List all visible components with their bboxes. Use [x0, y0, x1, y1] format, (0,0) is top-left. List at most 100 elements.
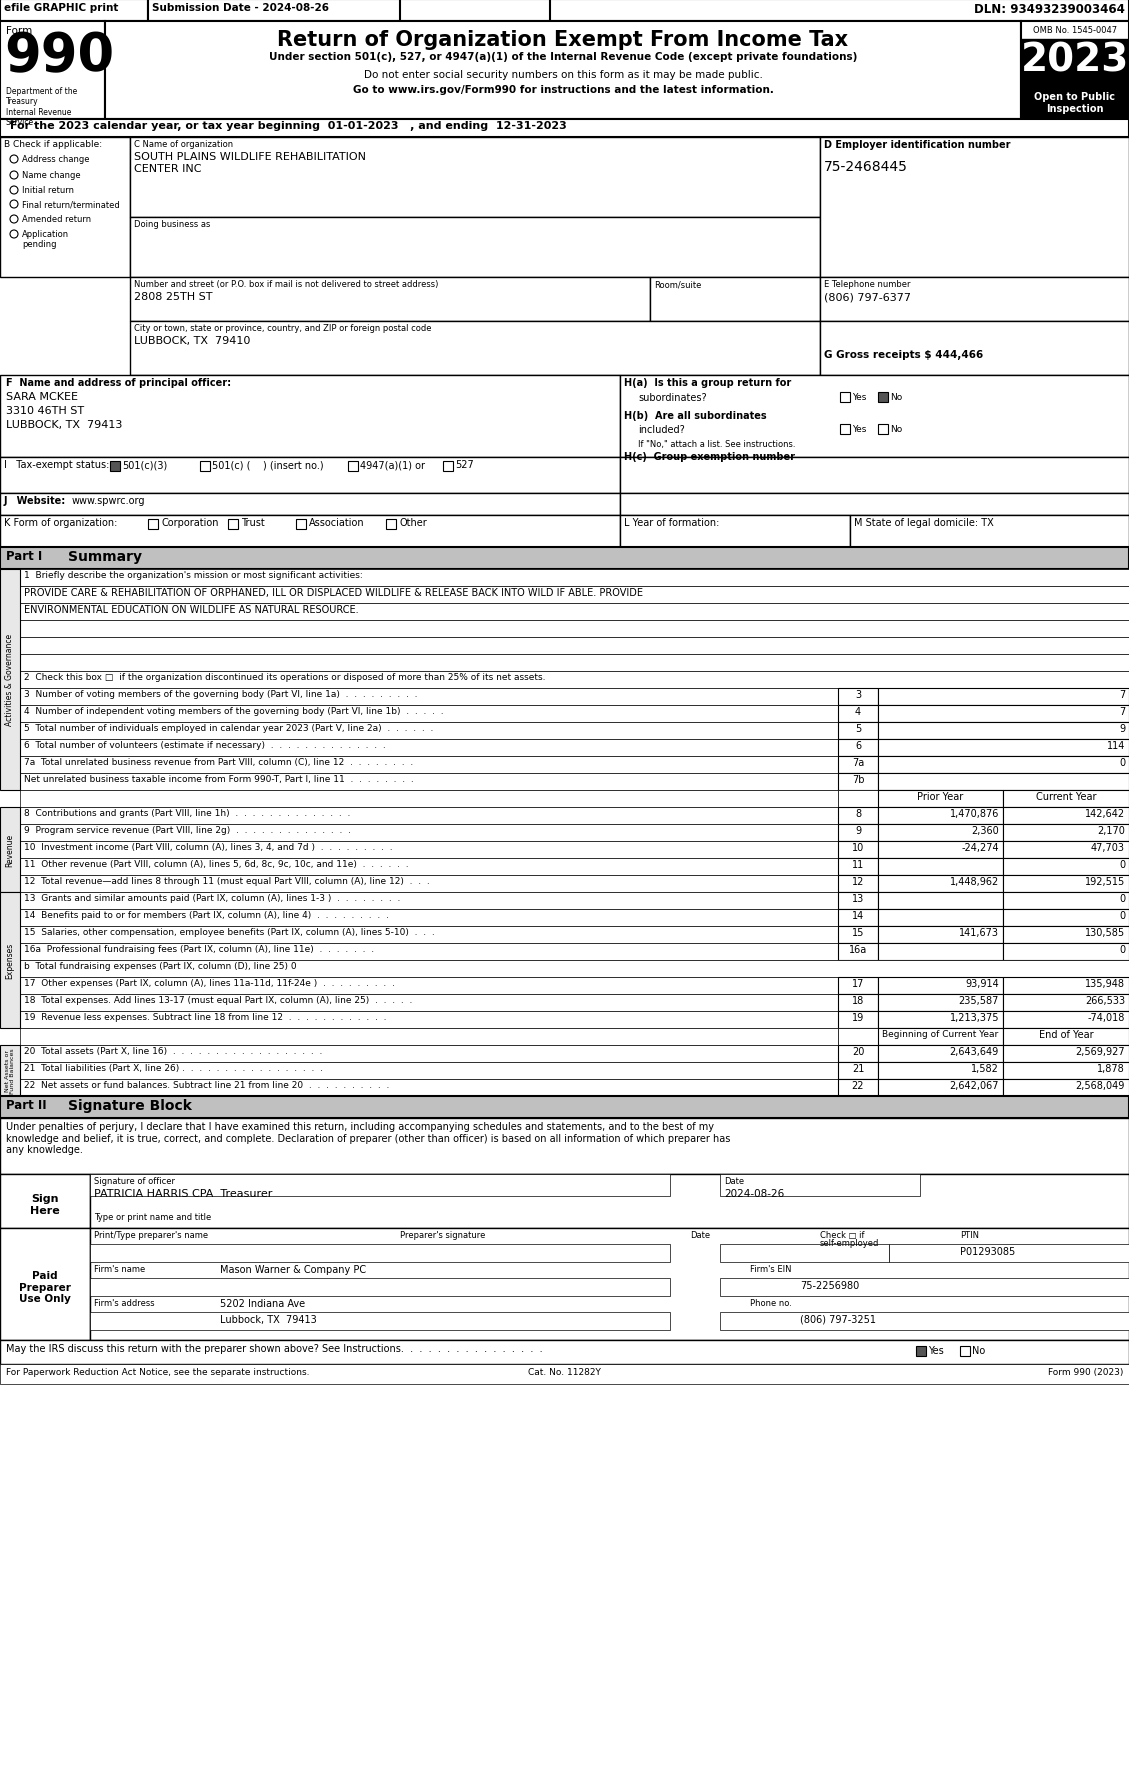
Bar: [90, 1244, 669, 1262]
Text: ENVIRONMENTAL EDUCATION ON WILDLIFE AS NATURAL RESOURCE.: ENVIRONMENTAL EDUCATION ON WILDLIFE AS N…: [24, 604, 359, 615]
Text: 7b: 7b: [851, 775, 865, 784]
Bar: [105, 21, 1021, 119]
Bar: [130, 137, 820, 217]
Text: Submission Date - 2024-08-26: Submission Date - 2024-08-26: [152, 4, 329, 12]
Text: 1,213,375: 1,213,375: [949, 1012, 999, 1023]
Bar: [878, 927, 1003, 943]
Text: 13: 13: [852, 893, 864, 903]
Text: 75-2256980: 75-2256980: [800, 1279, 859, 1290]
Text: 20  Total assets (Part X, line 16)  .  .  .  .  .  .  .  .  .  .  .  .  .  .  . : 20 Total assets (Part X, line 16) . . . …: [24, 1046, 323, 1055]
Text: 10  Investment income (Part VIII, column (A), lines 3, 4, and 7d )  .  .  .  .  : 10 Investment income (Part VIII, column …: [24, 843, 393, 852]
Bar: [878, 1028, 1003, 1046]
Bar: [443, 462, 453, 472]
Bar: [838, 740, 878, 757]
Text: 8: 8: [855, 809, 861, 818]
Text: efile GRAPHIC print: efile GRAPHIC print: [5, 4, 119, 12]
Bar: [148, 520, 158, 529]
Text: 22  Net assets or fund balances. Subtract line 21 from line 20  .  .  .  .  .  .: 22 Net assets or fund balances. Subtract…: [24, 1080, 390, 1089]
Bar: [20, 859, 838, 875]
Text: 12  Total revenue—add lines 8 through 11 (must equal Part VIII, column (A), line: 12 Total revenue—add lines 8 through 11 …: [24, 877, 430, 886]
Bar: [20, 586, 1129, 604]
Text: Number and street (or P.O. box if mail is not delivered to street address): Number and street (or P.O. box if mail i…: [134, 280, 438, 289]
Text: Beginning of Current Year: Beginning of Current Year: [882, 1030, 998, 1039]
Bar: [878, 841, 1003, 859]
Text: 2  Check this box □  if the organization discontinued its operations or disposed: 2 Check this box □ if the organization d…: [24, 672, 545, 683]
Text: 1,878: 1,878: [1097, 1064, 1124, 1073]
Text: H(a)  Is this a group return for: H(a) Is this a group return for: [624, 378, 791, 388]
Bar: [20, 1028, 838, 1046]
Bar: [878, 706, 1129, 722]
Bar: [820, 137, 1129, 278]
Text: 114: 114: [1106, 741, 1124, 750]
Bar: [878, 722, 1129, 740]
Bar: [0, 547, 1129, 570]
Text: B Check if applicable:: B Check if applicable:: [5, 141, 102, 150]
Text: LUBBOCK, TX  79410: LUBBOCK, TX 79410: [134, 335, 251, 346]
Text: 4: 4: [855, 707, 861, 716]
Bar: [878, 740, 1129, 757]
Text: G Gross receipts $ 444,466: G Gross receipts $ 444,466: [824, 349, 983, 360]
Text: Phone no.: Phone no.: [750, 1299, 791, 1308]
Bar: [20, 943, 838, 960]
Text: Initial return: Initial return: [21, 185, 75, 194]
Bar: [838, 688, 878, 706]
Text: Preparer's signature: Preparer's signature: [400, 1230, 485, 1238]
Text: Yes: Yes: [852, 424, 866, 433]
Bar: [130, 217, 820, 278]
Bar: [20, 994, 838, 1012]
Bar: [838, 706, 878, 722]
Text: 142,642: 142,642: [1085, 809, 1124, 818]
Bar: [838, 773, 878, 791]
Text: 192,515: 192,515: [1085, 877, 1124, 886]
Bar: [878, 791, 1003, 807]
Text: DLN: 93493239003464: DLN: 93493239003464: [974, 4, 1124, 16]
Text: 75-2468445: 75-2468445: [824, 160, 908, 175]
Text: 2,170: 2,170: [1097, 825, 1124, 836]
Bar: [878, 1080, 1003, 1096]
Bar: [1003, 1046, 1129, 1062]
Bar: [838, 1080, 878, 1096]
Bar: [850, 515, 1129, 547]
Bar: [20, 620, 1129, 638]
Bar: [620, 376, 1129, 458]
Text: 7: 7: [1119, 707, 1124, 716]
Bar: [0, 119, 1129, 137]
Text: Corporation: Corporation: [161, 519, 219, 527]
Text: Date: Date: [690, 1230, 710, 1238]
Text: 21: 21: [851, 1064, 864, 1073]
Text: D Employer identification number: D Employer identification number: [824, 141, 1010, 150]
Text: 22: 22: [851, 1080, 865, 1091]
Text: Activities & Governance: Activities & Governance: [6, 634, 15, 725]
Text: Current Year: Current Year: [1035, 791, 1096, 802]
Bar: [720, 1278, 1129, 1296]
Text: Yes: Yes: [928, 1345, 944, 1356]
Text: Expenses: Expenses: [6, 943, 15, 978]
Bar: [878, 978, 1003, 994]
Bar: [1003, 791, 1129, 807]
Text: 11: 11: [852, 859, 864, 870]
Text: Department of the
Treasury
Internal Revenue
Service: Department of the Treasury Internal Reve…: [6, 87, 77, 127]
Bar: [1003, 859, 1129, 875]
Text: H(c)  Group exemption number: H(c) Group exemption number: [624, 453, 795, 462]
Bar: [0, 1046, 20, 1096]
Bar: [1003, 943, 1129, 960]
Bar: [838, 893, 878, 909]
Bar: [20, 604, 1129, 620]
Text: 1,582: 1,582: [971, 1064, 999, 1073]
Text: 7a  Total unrelated business revenue from Part VIII, column (C), line 12  .  .  : 7a Total unrelated business revenue from…: [24, 757, 413, 766]
Text: 8  Contributions and grants (Part VIII, line 1h)  .  .  .  .  .  .  .  .  .  .  : 8 Contributions and grants (Part VIII, l…: [24, 809, 350, 818]
Bar: [20, 773, 838, 791]
Bar: [838, 1012, 878, 1028]
Bar: [838, 791, 878, 807]
Text: Firm's name: Firm's name: [94, 1263, 146, 1274]
Bar: [878, 859, 1003, 875]
Bar: [620, 494, 1129, 515]
Bar: [620, 458, 1129, 494]
Bar: [1003, 978, 1129, 994]
Text: 9: 9: [855, 825, 861, 836]
Bar: [838, 875, 878, 893]
Text: 14  Benefits paid to or for members (Part IX, column (A), line 4)  .  .  .  .  .: 14 Benefits paid to or for members (Part…: [24, 911, 388, 920]
Text: Cat. No. 11282Y: Cat. No. 11282Y: [527, 1367, 601, 1376]
Bar: [820, 278, 1129, 323]
Bar: [20, 1046, 838, 1062]
